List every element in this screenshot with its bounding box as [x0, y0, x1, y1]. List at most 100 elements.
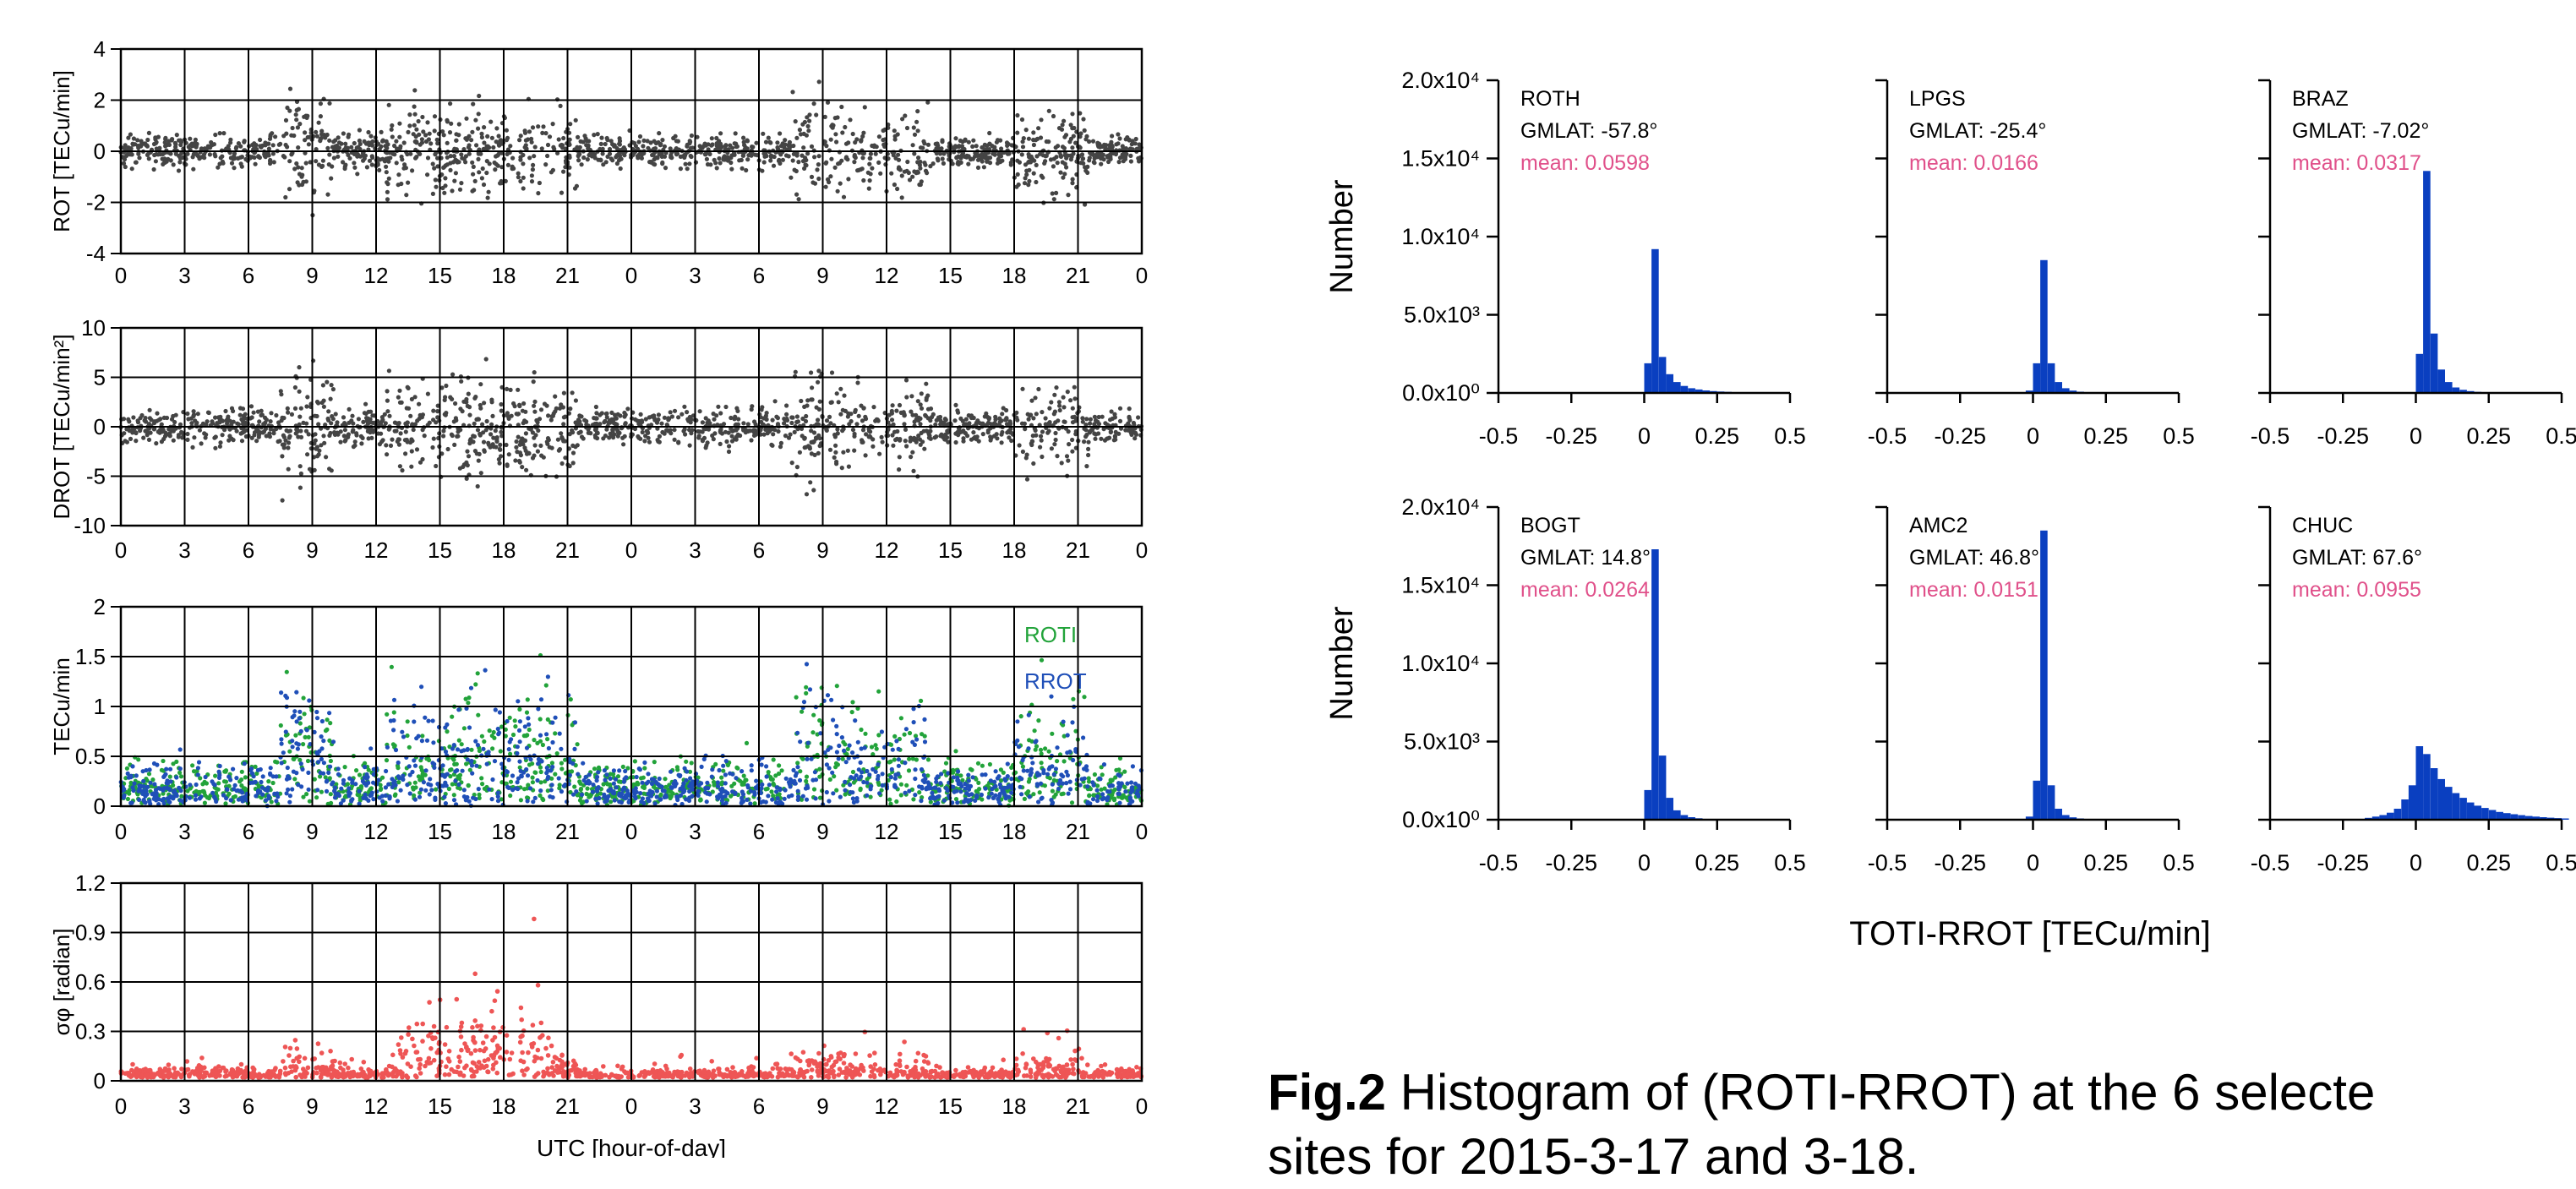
roti-point: [222, 769, 226, 773]
drot-point: [420, 457, 424, 461]
roti-point: [524, 734, 528, 738]
roti-point: [198, 790, 202, 794]
rrot-point: [1066, 733, 1070, 737]
rot-point: [905, 169, 909, 173]
rot-point: [480, 135, 484, 139]
drot-point: [380, 417, 385, 422]
roti-point: [508, 716, 512, 720]
drot-point: [892, 430, 897, 434]
drot-point: [304, 429, 308, 434]
x-tick-label: 15: [938, 263, 963, 288]
roti-point: [466, 701, 470, 705]
roti-point: [1040, 658, 1044, 663]
rot-point: [506, 163, 510, 167]
rot-point: [868, 156, 872, 161]
roti-point: [462, 726, 467, 730]
rot-point: [172, 162, 176, 166]
rot-point: [531, 163, 535, 167]
roti-point: [1036, 718, 1040, 723]
drot-point: [809, 428, 813, 433]
rot-point: [352, 161, 356, 165]
rot-point: [297, 183, 301, 187]
roti-point: [185, 788, 189, 793]
roti-point: [817, 775, 821, 779]
rot-point: [853, 153, 857, 157]
drot-point: [898, 439, 902, 443]
drot-point: [838, 412, 843, 417]
drot-point: [843, 409, 848, 413]
drot-point: [483, 450, 487, 454]
rot-point: [845, 157, 849, 161]
roti-point: [1048, 776, 1052, 780]
rot-point: [703, 152, 707, 156]
drot-point: [909, 410, 913, 414]
drot-point: [593, 434, 598, 438]
drot-point: [134, 439, 138, 443]
rot-point: [580, 162, 584, 166]
drot-point: [450, 434, 455, 438]
rot-point: [477, 170, 481, 174]
drot-point: [1040, 410, 1044, 414]
drot-point: [1004, 416, 1008, 420]
drot-point: [532, 370, 537, 374]
drot-point: [399, 431, 403, 435]
drot-point: [315, 454, 319, 458]
rot-point: [816, 162, 821, 166]
drot-point: [505, 462, 510, 466]
rot-point: [216, 166, 220, 170]
rrot-point: [496, 727, 500, 731]
rot-point: [400, 155, 404, 159]
roti-point: [951, 771, 955, 775]
drot-point: [815, 423, 819, 427]
drot-point: [272, 428, 276, 433]
drot-point: [623, 422, 627, 426]
rot-point: [170, 137, 174, 141]
drot-point: [910, 450, 914, 455]
drot-point: [1007, 435, 1011, 439]
drot-point: [325, 380, 329, 385]
rrot-point: [452, 798, 456, 802]
roti-point: [329, 759, 333, 763]
rot-point: [916, 128, 920, 133]
rot-point: [1047, 109, 1051, 113]
drot-point: [385, 389, 390, 393]
roti-point: [450, 715, 454, 719]
rot-point: [1000, 159, 1004, 163]
drot-point: [918, 422, 922, 426]
rot-point: [431, 192, 435, 196]
rot-point: [1070, 181, 1074, 185]
rrot-point: [825, 790, 829, 794]
y-tick-label: -4: [86, 241, 106, 266]
rot-point: [715, 166, 719, 170]
roti-point: [544, 683, 548, 687]
rot-point: [283, 195, 287, 199]
rot-point: [900, 173, 904, 177]
drot-point: [297, 415, 302, 419]
drot-point: [513, 458, 517, 462]
roti-point: [576, 742, 580, 746]
roti-point: [588, 794, 592, 799]
rot-point: [872, 145, 876, 149]
drot-point: [517, 404, 521, 408]
drot-point: [1057, 400, 1062, 404]
drot-point: [718, 411, 723, 415]
rot-point: [229, 155, 233, 160]
roti-point: [538, 717, 543, 721]
drot-point: [1089, 417, 1093, 422]
roti-point: [223, 801, 227, 805]
rot-point: [314, 159, 318, 163]
drot-point: [1107, 436, 1111, 440]
rot-point: [327, 152, 331, 156]
drot-point: [249, 404, 254, 408]
drot-point: [673, 438, 677, 442]
rot-point: [829, 157, 833, 161]
rot-point: [806, 128, 810, 133]
rot-point: [641, 144, 645, 148]
drot-point: [343, 428, 347, 432]
drot-point: [783, 417, 788, 422]
rot-point: [963, 155, 967, 159]
rot-point: [713, 161, 718, 165]
rot-point: [536, 191, 540, 195]
roti-point: [411, 785, 415, 789]
rot-point: [911, 143, 915, 147]
